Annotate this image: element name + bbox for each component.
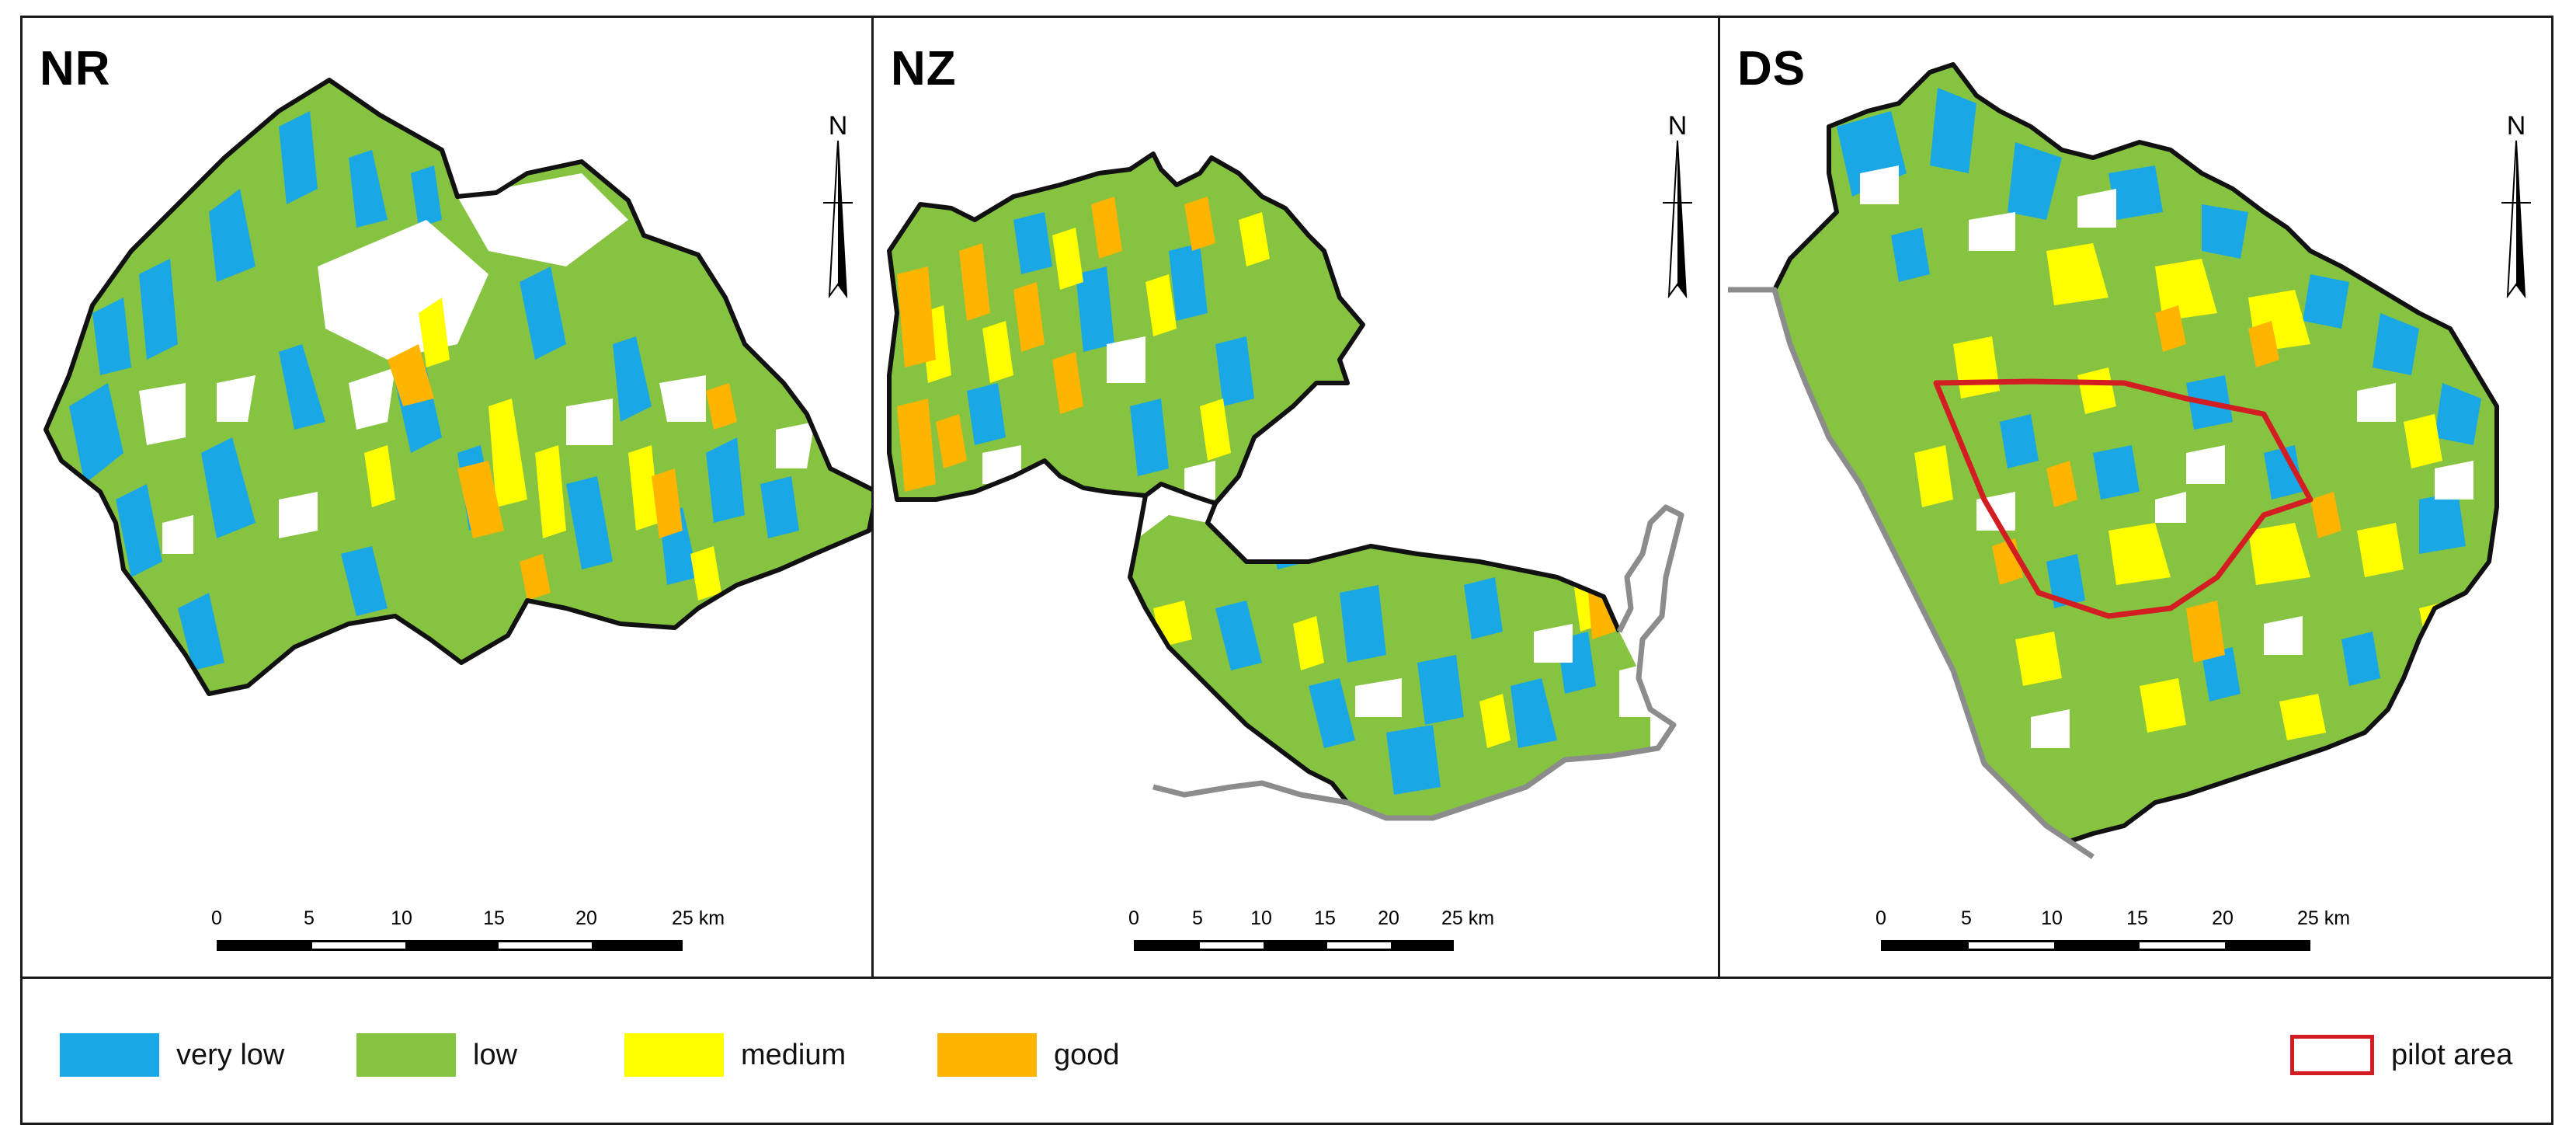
scale-tick: 10 [391,907,412,929]
legend-item-good: good [937,1033,1120,1077]
scale-tick: 15 [1314,907,1336,929]
nr-boundary [43,78,871,696]
scale-tick: 0 [1876,907,1886,929]
legend-item-low: low [356,1033,517,1077]
scale-tick: 25 km [2296,907,2351,929]
panel-ds: DS N 0 5 10 15 20 25 km [1720,18,2551,977]
scale-tick: 20 [1378,907,1399,929]
legend-item-medium: medium [624,1033,846,1077]
legend-swatch-pilot-area [2290,1035,2374,1075]
river-danube [1152,504,1684,821]
scale-tick: 15 [2126,907,2148,929]
panel-nr: NR N 0 5 10 15 20 25 km [23,18,874,977]
pilot-area-outline [1933,378,2314,619]
panel-nz: NZ N 0 5 10 15 20 25 km [874,18,1720,977]
legend-item-pilot-area: pilot area [2290,1033,2512,1077]
scale-tick: 5 [1192,907,1203,929]
north-letter: N [828,111,848,141]
legend-swatch-good [937,1033,1037,1077]
nr-map [43,78,871,696]
ds-map [1728,62,2499,859]
scale-tick: 5 [304,907,315,929]
legend-item-very-low: very low [60,1033,284,1077]
scale-bar-nr: 0 5 10 15 20 25 km [211,907,725,962]
ds-boundary [1772,62,2499,844]
river-danube [1728,287,2095,859]
legend-label-medium: medium [741,1038,846,1071]
scale-tick: 0 [1128,907,1139,929]
panel-label-ds: DS [1737,42,1806,96]
scale-tick: 20 [2212,907,2234,929]
nz-boundary-west [1128,495,1350,804]
north-letter: N [2506,111,2526,141]
legend-swatch-very-low [60,1033,159,1077]
scale-tick: 25 km [1441,907,1495,929]
panel-label-nz: NZ [891,42,957,96]
scale-tick: 10 [2041,907,2063,929]
nz-boundary-north [887,151,1365,506]
legend: very low low medium good pilot area [23,977,2551,1125]
nz-boundary-east [1205,502,1622,633]
legend-label-very-low: very low [176,1038,285,1071]
north-letter: N [1667,111,1688,141]
scale-tick: 25 km [671,907,725,929]
north-arrow-icon: N [819,111,857,313]
legend-label-low: low [473,1038,518,1071]
scale-tick: 10 [1250,907,1272,929]
scale-tick: 20 [575,907,597,929]
map-figure: NR N 0 5 10 15 20 25 km [20,16,2553,1125]
legend-label-good: good [1054,1038,1120,1071]
panel-label-nr: NR [40,42,111,96]
legend-swatch-low [356,1033,456,1077]
north-arrow-icon: N [2497,111,2536,313]
scale-tick: 0 [211,907,222,929]
scale-tick: 5 [1961,907,1972,929]
scale-bar-ds: 0 5 10 15 20 25 km [1876,907,2350,962]
legend-label-pilot-area: pilot area [2391,1038,2513,1071]
nz-map [887,151,1684,821]
north-arrow-icon: N [1658,111,1697,313]
legend-swatch-medium [624,1033,724,1077]
scale-tick: 15 [483,907,505,929]
scale-bar-nz: 0 5 10 15 20 25 km [1128,907,1494,962]
